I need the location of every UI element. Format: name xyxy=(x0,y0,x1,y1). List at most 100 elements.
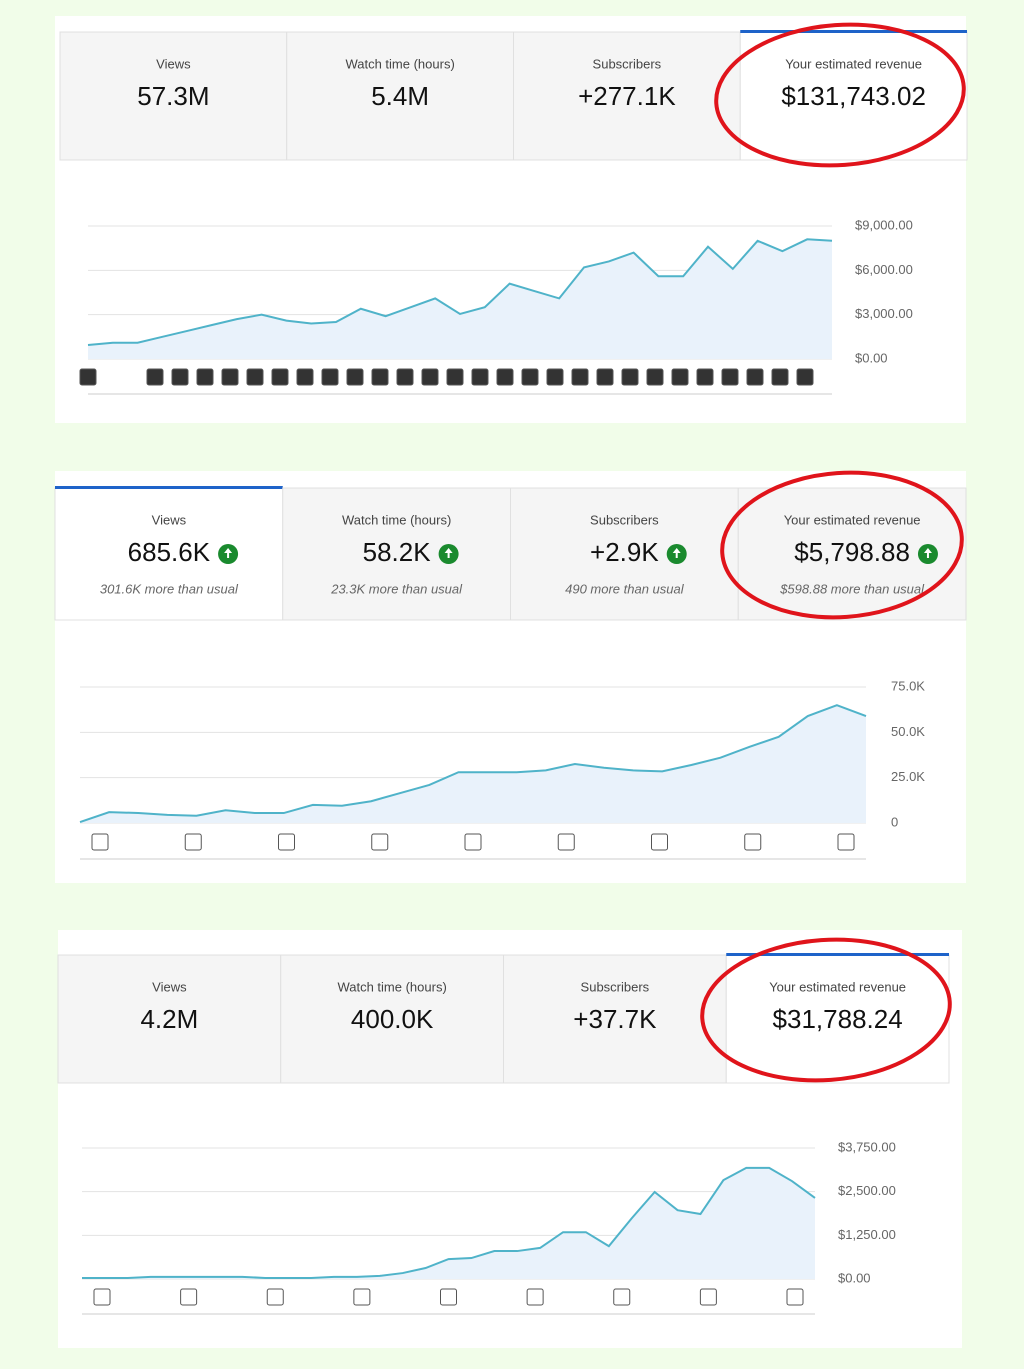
metric-card xyxy=(510,487,739,621)
video-marker xyxy=(613,1288,631,1306)
metric-value: 57.3M xyxy=(137,81,209,111)
video-marker xyxy=(246,368,264,386)
metric-label: Watch time (hours) xyxy=(337,979,446,994)
metric-value: 5.4M xyxy=(371,81,429,111)
metric-value: +277.1K xyxy=(578,81,676,111)
video-marker xyxy=(221,368,239,386)
video-marker xyxy=(296,368,314,386)
video-marker xyxy=(371,833,389,851)
line xyxy=(79,704,867,824)
video-marker xyxy=(526,1288,544,1306)
metric-label: Watch time (hours) xyxy=(342,512,451,527)
highlight-circle xyxy=(700,937,952,1083)
video-marker xyxy=(171,368,189,386)
y-tick-label: $0.00 xyxy=(838,1270,871,1285)
video-marker xyxy=(371,368,389,386)
metric-value: $5,798.88 xyxy=(794,537,910,567)
metric-label: Views xyxy=(152,512,187,527)
video-marker xyxy=(496,368,514,386)
y-tick-label: $2,500.00 xyxy=(838,1183,896,1198)
y-tick-label: 50.0K xyxy=(891,724,925,739)
video-marker xyxy=(837,833,855,851)
metric-value: $131,743.02 xyxy=(781,81,926,111)
video-marker xyxy=(321,368,339,386)
video-marker xyxy=(396,368,414,386)
y-tick-label: $0.00 xyxy=(855,350,888,365)
metric-card xyxy=(59,31,288,161)
selected-indicator xyxy=(55,486,283,489)
video-marker xyxy=(79,368,97,386)
video-marker xyxy=(557,833,575,851)
metric-value: +2.9K xyxy=(590,537,659,567)
y-tick-label: 75.0K xyxy=(891,678,925,693)
metric-card xyxy=(57,954,282,1084)
video-marker xyxy=(621,368,639,386)
y-tick-label: $3,750.00 xyxy=(838,1139,896,1154)
video-marker xyxy=(464,833,482,851)
metric-note: 23.3K more than usual xyxy=(330,581,463,596)
metric-card xyxy=(513,31,741,161)
metric-label: Subscribers xyxy=(590,512,659,527)
metric-note: $598.88 more than usual xyxy=(779,581,925,596)
video-marker xyxy=(271,368,289,386)
metric-label: Subscribers xyxy=(581,979,650,994)
video-marker xyxy=(696,368,714,386)
video-marker xyxy=(196,368,214,386)
y-tick-label: 25.0K xyxy=(891,769,925,784)
up-arrow xyxy=(672,548,681,558)
up-arrow xyxy=(224,548,233,558)
video-marker xyxy=(184,833,202,851)
video-marker xyxy=(721,368,739,386)
video-marker xyxy=(180,1288,198,1306)
area xyxy=(88,239,832,359)
metric-card xyxy=(54,487,284,621)
metric-value: +37.7K xyxy=(573,1004,657,1034)
up-arrow xyxy=(444,548,453,558)
metric-value: $31,788.24 xyxy=(773,1004,903,1034)
metric-value: 4.2M xyxy=(140,1004,198,1034)
metric-card xyxy=(280,954,504,1084)
video-marker xyxy=(796,368,814,386)
metric-label: Your estimated revenue xyxy=(785,56,922,71)
y-tick-label: $3,000.00 xyxy=(855,306,913,321)
metric-label: Subscribers xyxy=(593,56,662,71)
highlight-circle xyxy=(714,22,966,168)
video-marker xyxy=(596,368,614,386)
metric-card xyxy=(282,487,511,621)
line xyxy=(82,1166,816,1279)
metric-label: Your estimated revenue xyxy=(784,512,921,527)
video-marker xyxy=(446,368,464,386)
area xyxy=(80,705,866,823)
area xyxy=(82,1167,815,1279)
metric-label: Watch time (hours) xyxy=(345,56,454,71)
video-marker xyxy=(651,833,668,851)
metric-card xyxy=(503,954,727,1084)
video-marker xyxy=(671,368,689,386)
up-arrow xyxy=(923,548,932,558)
metric-note: 490 more than usual xyxy=(565,581,685,596)
video-marker xyxy=(646,368,664,386)
line xyxy=(87,238,833,346)
metric-label: Views xyxy=(152,979,187,994)
selected-indicator xyxy=(740,30,967,33)
video-marker xyxy=(744,833,762,851)
video-marker xyxy=(786,1288,804,1306)
y-tick-label: $6,000.00 xyxy=(855,262,913,277)
metric-card xyxy=(286,31,514,161)
y-tick-label: $1,250.00 xyxy=(838,1227,896,1242)
video-marker xyxy=(278,833,295,851)
metric-label: Your estimated revenue xyxy=(769,979,906,994)
metric-value: 400.0K xyxy=(351,1004,434,1034)
video-marker xyxy=(440,1288,457,1306)
video-marker xyxy=(771,368,789,386)
video-marker xyxy=(546,368,564,386)
video-marker xyxy=(93,1288,111,1306)
video-marker xyxy=(266,1288,284,1306)
selected-indicator xyxy=(726,953,949,956)
video-marker xyxy=(471,368,489,386)
metric-value: 58.2K xyxy=(363,537,432,567)
video-marker xyxy=(571,368,589,386)
metric-note: 301.6K more than usual xyxy=(100,581,239,596)
